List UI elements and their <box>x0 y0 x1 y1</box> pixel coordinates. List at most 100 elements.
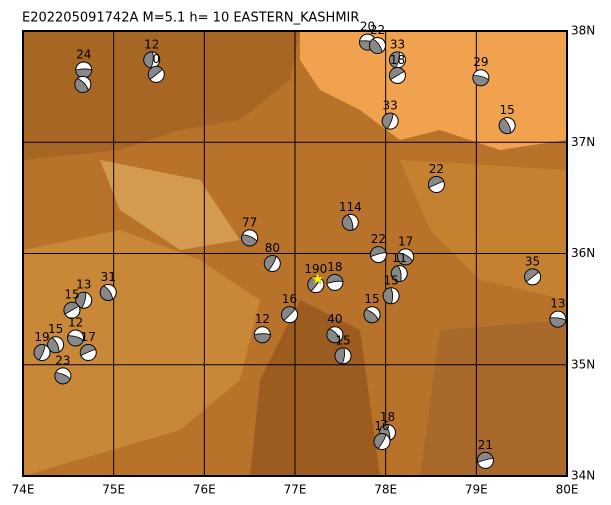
focal-mechanism <box>74 75 92 93</box>
beachball-gray <box>241 234 258 247</box>
depth-label: 15 <box>383 273 398 287</box>
focal-mechanism <box>373 433 391 451</box>
beachball-gray <box>389 51 400 69</box>
focal-mechanism <box>549 310 567 328</box>
depth-label: 20 <box>360 20 375 34</box>
depth-label: 21 <box>478 438 493 452</box>
depth-label: 77 <box>242 215 257 229</box>
y-tick-label: 35N <box>571 357 595 371</box>
depth-label: 18 <box>390 53 405 67</box>
x-tick-label: 75E <box>102 483 125 497</box>
depth-label: 16 <box>282 292 297 306</box>
depth-label: 17 <box>81 330 96 344</box>
beachball-gray <box>147 66 164 80</box>
x-tick-label: 80E <box>556 483 579 497</box>
beachball-gray <box>524 268 540 283</box>
depth-label: 16 <box>374 419 389 433</box>
focal-mechanism <box>476 451 494 469</box>
focal-mechanism <box>99 283 117 301</box>
beachball-gray <box>75 68 93 79</box>
depth-label: 17 <box>398 234 413 248</box>
beachball-gray <box>63 301 80 315</box>
depth-label: 22 <box>429 162 444 176</box>
depth-label: 19 <box>34 330 49 344</box>
beachball-gray <box>281 306 296 321</box>
beachball-gray <box>143 51 154 69</box>
depth-label: 40 <box>327 312 342 326</box>
depth-label: 18 <box>380 410 395 424</box>
focal-mechanism <box>75 291 93 309</box>
depth-label: 15 <box>500 103 515 117</box>
beachball-gray <box>389 67 405 81</box>
depth-label: 18 <box>327 260 342 274</box>
beachball-gray <box>397 252 413 266</box>
beachball-gray <box>54 372 71 385</box>
depth-label: 13 <box>76 278 91 292</box>
map-frame <box>22 30 568 477</box>
depth-label: 12 <box>255 312 270 326</box>
beachball-gray <box>99 285 114 301</box>
y-tick-label: 37N <box>571 135 595 149</box>
depth-label: 33 <box>390 37 405 51</box>
focal-mechanism <box>363 306 381 324</box>
y-tick-label: 38N <box>571 24 595 38</box>
focal-mechanism <box>326 326 344 344</box>
beachball-gray <box>477 452 494 463</box>
focal-mechanism <box>472 69 490 87</box>
depth-label: 80 <box>265 241 280 255</box>
depth-label: 114 <box>339 200 362 214</box>
depth-label: 12 <box>144 37 159 51</box>
y-tick-label: 34N <box>571 469 595 483</box>
x-tick-label: 79E <box>465 483 488 497</box>
focal-mechanism <box>75 61 93 79</box>
depth-label: 190 <box>304 262 327 276</box>
beachball-gray <box>549 317 567 328</box>
depth-label: 31 <box>101 270 116 284</box>
focal-mechanism <box>397 248 415 266</box>
depth-label: 11 <box>392 251 407 265</box>
beachball-gray <box>74 78 89 93</box>
depth-label: 33 <box>383 99 398 113</box>
focal-mechanism <box>369 36 387 54</box>
beachball-gray <box>381 112 394 130</box>
beachball-gray <box>334 347 346 365</box>
depth-label: 35 <box>525 254 540 268</box>
beachball-gray <box>33 344 46 361</box>
depth-label: 23 <box>55 353 70 367</box>
focal-mechanism <box>381 112 399 130</box>
beachball-gray <box>373 433 387 450</box>
focal-mechanism <box>281 306 299 324</box>
focal-mechanism <box>382 287 400 305</box>
beachball-gray <box>363 309 379 324</box>
beachball-gray <box>47 337 60 354</box>
depth-label: 15 <box>64 288 79 302</box>
beachball-gray <box>390 265 402 282</box>
depth-label: 0 <box>152 52 160 66</box>
beachball-gray <box>498 117 512 134</box>
focal-mechanism <box>498 117 516 135</box>
focal-mechanism <box>390 265 408 283</box>
depth-label: 22 <box>370 23 385 37</box>
x-tick-label: 78E <box>374 483 397 497</box>
beachball-gray <box>369 38 383 54</box>
beachball-gray <box>67 335 84 347</box>
depth-label: 22 <box>371 232 386 246</box>
beachball-gray <box>428 176 445 189</box>
beachball-gray <box>264 255 277 272</box>
beachball-gray <box>326 328 341 344</box>
beachball-gray <box>341 214 354 231</box>
map-title: E202205091742A M=5.1 h= 10 EASTERN_KASHM… <box>22 11 359 26</box>
depth-label: 13 <box>550 297 565 311</box>
focal-mechanism <box>334 347 352 365</box>
beachball-gray <box>370 246 387 258</box>
depth-label: 15 <box>48 322 63 336</box>
beachball-gray <box>382 287 394 305</box>
x-tick-label: 77E <box>284 483 307 497</box>
beachball-gray <box>253 333 271 344</box>
focal-mechanism <box>63 301 81 319</box>
focal-mechanism <box>241 229 259 247</box>
epicenter-star <box>311 272 325 285</box>
focal-mechanism <box>54 367 72 385</box>
